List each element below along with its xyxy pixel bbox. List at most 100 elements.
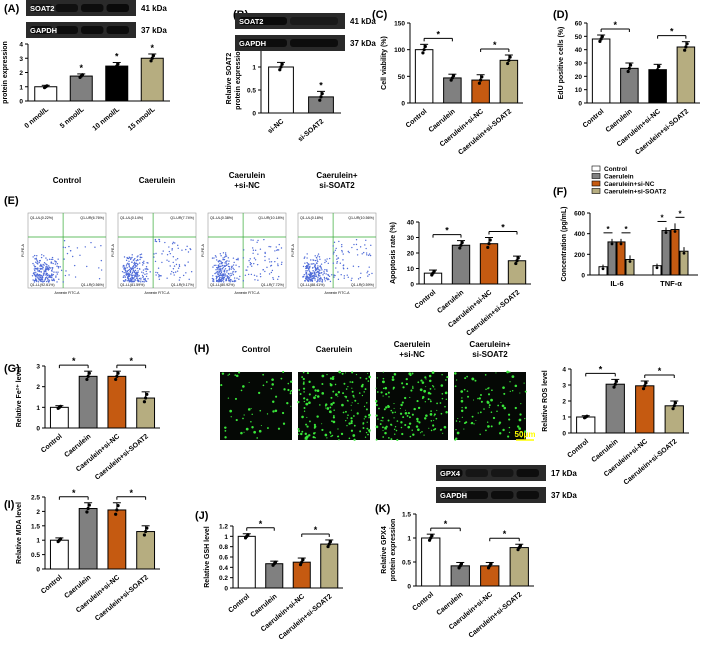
fluor-dot [345,396,347,399]
flow-event [71,255,74,258]
flow-event [86,265,88,268]
A-xtick: 15 nmol/L [127,106,157,133]
fluor-dot [290,389,293,392]
H-bar [576,416,596,434]
blot-band [55,26,78,34]
flow-event [272,277,274,279]
fluor-dot [308,420,311,423]
flow-event [134,266,136,269]
fluor-dot [376,391,379,393]
flow-event [154,238,157,241]
flow-event [157,267,160,269]
flow-event [47,279,49,281]
fluor-dot [520,431,522,434]
flow-event [187,261,189,263]
flow-event [316,281,318,283]
flow-event [249,258,251,260]
flow-event [314,255,316,257]
E-bar [479,243,499,285]
flow-event [305,267,307,270]
flow-event [336,262,338,264]
flow-event [58,278,60,280]
fluor-dot [524,437,526,439]
flow-event [274,250,276,252]
fluor-dot [490,411,493,413]
E-point [459,243,463,247]
flow-event [238,266,240,268]
fluor-dot [355,373,358,376]
fluor-dot [313,425,317,428]
flow-event [178,279,181,281]
K-bracket-star: * [444,519,448,529]
flow-event [335,267,337,269]
flow-event [223,258,226,261]
fluor-dot [338,439,340,441]
fluor-dot [274,409,278,413]
flow-event [275,246,277,248]
H-bar [635,385,655,434]
G-ytick-label: 1 [36,405,40,412]
fluor-dot [351,381,354,384]
I-point [114,512,118,516]
flow-event [307,280,310,283]
F-legend-swatch [591,180,601,187]
fluor-dot [407,411,411,415]
fluor-dot [445,379,447,381]
flow-event [137,275,139,278]
fluor-dot [368,375,372,379]
flow-event [229,279,231,282]
flow-event [359,246,362,248]
flow-event [339,262,342,264]
flow-event [159,275,161,277]
flow-event [35,267,37,270]
flow-event [316,259,319,261]
flow-event [219,276,221,278]
flow-event [221,267,223,270]
flow-event [125,259,128,262]
K-bar [509,547,529,587]
flow-event [305,270,307,272]
flow-event [325,273,327,275]
flow-event [332,245,334,247]
fluor-dot [342,392,345,395]
A-ytick-label: 1 [19,84,23,91]
flow-event [218,265,221,268]
G-point [114,377,118,382]
flow-event [230,268,232,270]
flow-event [127,262,129,265]
fluor-dot [290,405,292,407]
fluor-dot [467,395,470,398]
G-point [144,396,148,400]
C-bracket-star: * [436,29,440,39]
fluor-dot [431,371,435,374]
fluor-dot [416,420,419,423]
fluor-dot [382,377,385,380]
fluor-dot [333,376,335,378]
fluor-dot [305,402,309,406]
flow-xlabel: Annexin FITC-A [325,291,351,295]
H-point [614,379,619,383]
flow-event [127,269,130,272]
flow-event [42,263,44,266]
fluor-dot [382,387,385,390]
fluor-dot [417,381,420,384]
flow-event [368,253,371,255]
D-xtick: Caerulein+si-SOAT2 [634,108,690,156]
flow-event [127,257,130,260]
fluor-dot [299,393,302,395]
flow-event [351,277,353,280]
B-ytick-label: 1 [252,65,256,72]
flow-event [133,259,135,261]
fluor-dot [413,407,416,411]
C-xtick: Caerulein [428,108,457,134]
fluor-dot [321,423,323,425]
fluor-dot [384,426,387,429]
D-point [684,45,688,49]
flow-event [310,259,312,261]
flow-event [135,276,138,278]
fluor-dot [432,385,434,387]
flow-event [130,257,132,259]
fluor-dot [464,406,467,409]
A-star: * [115,52,119,62]
